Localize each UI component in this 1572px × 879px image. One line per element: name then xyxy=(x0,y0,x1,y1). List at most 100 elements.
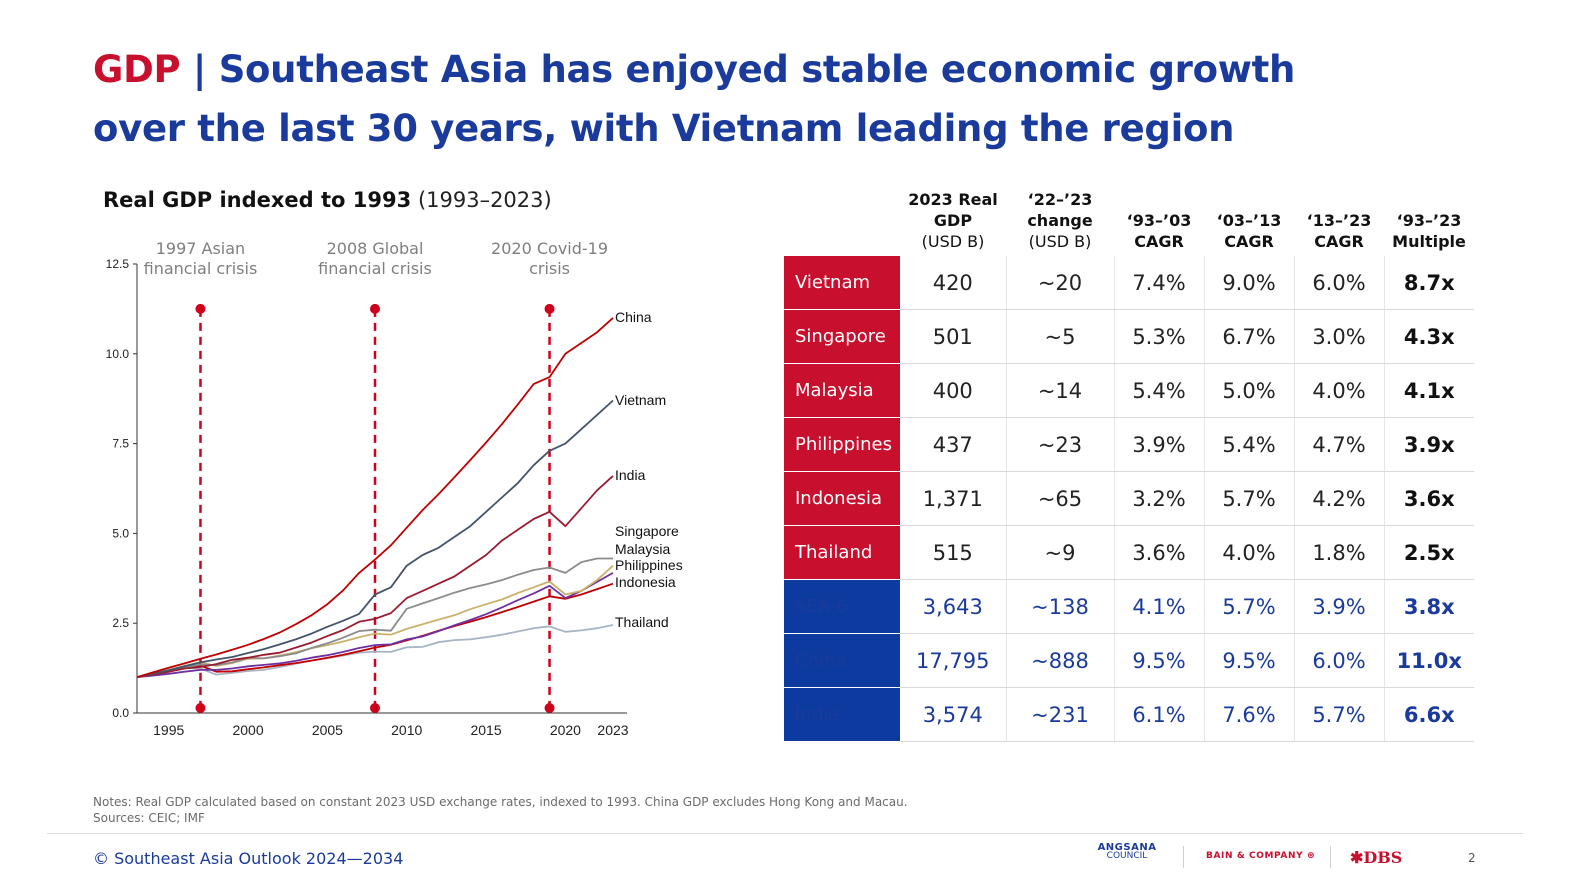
table-cell: 5.4% xyxy=(1204,417,1295,472)
x-tick-label: 2000 xyxy=(232,722,263,738)
column-header: ‘13–’23 CAGR xyxy=(1294,186,1384,256)
table-row: Philippines 437 ~23 3.9% 5.4% 4.7% 3.9x xyxy=(784,417,1474,472)
table-cell: 3.9% xyxy=(1294,579,1385,634)
column-header-line: ‘13–’23 xyxy=(1306,211,1372,230)
table-cell: 11.0x xyxy=(1384,633,1474,688)
series-line-india xyxy=(136,475,614,678)
table-cell: 6.7% xyxy=(1204,309,1295,364)
table-cell: 3,574 xyxy=(900,687,1007,742)
series-line-philippines xyxy=(136,572,614,678)
table-cell: 1.8% xyxy=(1294,525,1385,580)
table-cell: 3.2% xyxy=(1114,471,1205,526)
table-cell: 5.3% xyxy=(1114,309,1205,364)
bain-logo-text: BAIN & COMPANY xyxy=(1206,851,1304,861)
chart-title-subtitle: (1993–2023) xyxy=(417,188,552,212)
row-country-label: Philippines xyxy=(784,417,900,472)
column-header-line: ‘22–’23 xyxy=(1027,190,1093,209)
table-cell: 7.4% xyxy=(1114,256,1205,310)
crisis-label: 2020 Covid-19 xyxy=(491,239,608,258)
column-header-line: CAGR xyxy=(1224,232,1274,251)
title-text: | Southeast Asia has enjoyed stable econ… xyxy=(93,48,1296,150)
table-cell: 5.7% xyxy=(1204,579,1295,634)
table-cell: 3.6% xyxy=(1114,525,1205,580)
table-cell: ~138 xyxy=(1006,579,1115,634)
table-cell: 5.4% xyxy=(1114,363,1205,418)
chart-title: Real GDP indexed to 1993 (1993–2023) xyxy=(103,188,552,212)
column-header-unit: (USD B) xyxy=(921,232,985,251)
series-label: Philippines xyxy=(615,557,683,573)
row-country-label: Vietnam xyxy=(784,256,900,310)
table-cell: 9.5% xyxy=(1114,633,1205,688)
x-tick-label: 1995 xyxy=(153,722,184,738)
table-cell: ~231 xyxy=(1006,687,1115,742)
column-header-line: ‘93–’23 xyxy=(1396,211,1462,230)
table-cell: ~888 xyxy=(1006,633,1115,688)
table-cell: 6.0% xyxy=(1294,633,1385,688)
crisis-marker-bottom xyxy=(195,703,206,713)
table-cell: 8.7x xyxy=(1384,256,1474,310)
series-label: Thailand xyxy=(615,614,669,630)
table-cell: ~20 xyxy=(1006,256,1115,310)
column-header: ‘22–’23 change (USD B) xyxy=(1006,186,1114,256)
table-cell: 17,795 xyxy=(900,633,1007,688)
column-header: 2023 Real GDP (USD B) xyxy=(900,186,1006,256)
table-cell: 420 xyxy=(900,256,1007,310)
crisis-marker-bottom xyxy=(370,703,380,713)
y-tick-label: 0.0 xyxy=(112,706,129,720)
table-cell: ~9 xyxy=(1006,525,1115,580)
column-header-line: ‘93–’03 xyxy=(1126,211,1192,230)
column-header-line: GDP xyxy=(933,211,973,230)
gdp-table: 2023 Real GDP (USD B) ‘22–’23 change (USD B) ‘… xyxy=(784,186,1474,742)
series-line-thailand xyxy=(136,624,614,678)
y-tick-label: 2.5 xyxy=(112,616,129,630)
crisis-marker-top xyxy=(195,303,206,314)
table-row: India 3,574 ~231 6.1% 7.6% 5.7% 6.6x xyxy=(784,687,1474,742)
logo-separator xyxy=(1183,846,1184,868)
column-header-line: change xyxy=(1027,211,1093,230)
table-body: Vietnam 420 ~20 7.4% 9.0% 6.0% 8.7x Singapore 50… xyxy=(784,256,1474,742)
table-row: China 17,795 ~888 9.5% 9.5% 6.0% 11.0x xyxy=(784,633,1474,688)
y-tick-label: 5.0 xyxy=(112,526,129,540)
table-cell: 3.8x xyxy=(1384,579,1474,634)
crisis-marker-top xyxy=(370,303,380,314)
table-cell: ~23 xyxy=(1006,417,1115,472)
table-cell: ~5 xyxy=(1006,309,1115,364)
table-row: Malaysia 400 ~14 5.4% 5.0% 4.0% 4.1x xyxy=(784,363,1474,418)
table-cell: 3.9% xyxy=(1114,417,1205,472)
crisis-label: crisis xyxy=(529,259,570,278)
table-cell: 1,371 xyxy=(900,471,1007,526)
table-row: SEA-6 3,643 ~138 4.1% 5.7% 3.9% 3.8x xyxy=(784,579,1474,634)
table-cell: 7.6% xyxy=(1204,687,1295,742)
crisis-label: financial crisis xyxy=(144,259,258,278)
dbs-logo-text: DBS xyxy=(1363,848,1403,867)
table-cell: 4.2% xyxy=(1294,471,1385,526)
table-cell: 9.5% xyxy=(1204,633,1295,688)
series-line-vietnam xyxy=(136,399,614,678)
sources-line: Sources: CEIC; IMF xyxy=(93,811,205,825)
row-country-label: SEA-6 xyxy=(784,579,900,634)
table-cell: 4.7% xyxy=(1294,417,1385,472)
footer-divider xyxy=(47,833,1523,834)
x-tick-label: 2015 xyxy=(470,722,501,738)
series-label: Vietnam xyxy=(615,392,666,408)
y-tick-label: 7.5 xyxy=(112,437,129,451)
y-tick-label: 10.0 xyxy=(106,347,130,361)
row-country-label: Thailand xyxy=(784,525,900,580)
bain-logo: BAIN & COMPANY ⊛ xyxy=(1206,851,1315,879)
series-label: Singapore xyxy=(615,523,679,539)
series-label: Malaysia xyxy=(615,541,670,557)
angsana-logo-subtext: COUNCIL xyxy=(1106,851,1148,861)
crisis-marker-bottom xyxy=(544,703,555,713)
table-cell: 4.0% xyxy=(1204,525,1295,580)
row-country-label: China xyxy=(784,633,900,688)
table-row: Vietnam 420 ~20 7.4% 9.0% 6.0% 8.7x xyxy=(784,256,1474,310)
table-cell: 4.1% xyxy=(1114,579,1205,634)
table-row: Indonesia 1,371 ~65 3.2% 5.7% 4.2% 3.6x xyxy=(784,471,1474,526)
column-header-unit: (USD B) xyxy=(1028,232,1092,251)
logo-separator xyxy=(1330,846,1331,868)
table-header-row: 2023 Real GDP (USD B) ‘22–’23 change (USD B) ‘… xyxy=(784,186,1474,256)
crisis-label: financial crisis xyxy=(318,259,432,278)
series-line-china xyxy=(136,317,614,678)
table-cell: 400 xyxy=(900,363,1007,418)
header-country xyxy=(784,186,900,256)
